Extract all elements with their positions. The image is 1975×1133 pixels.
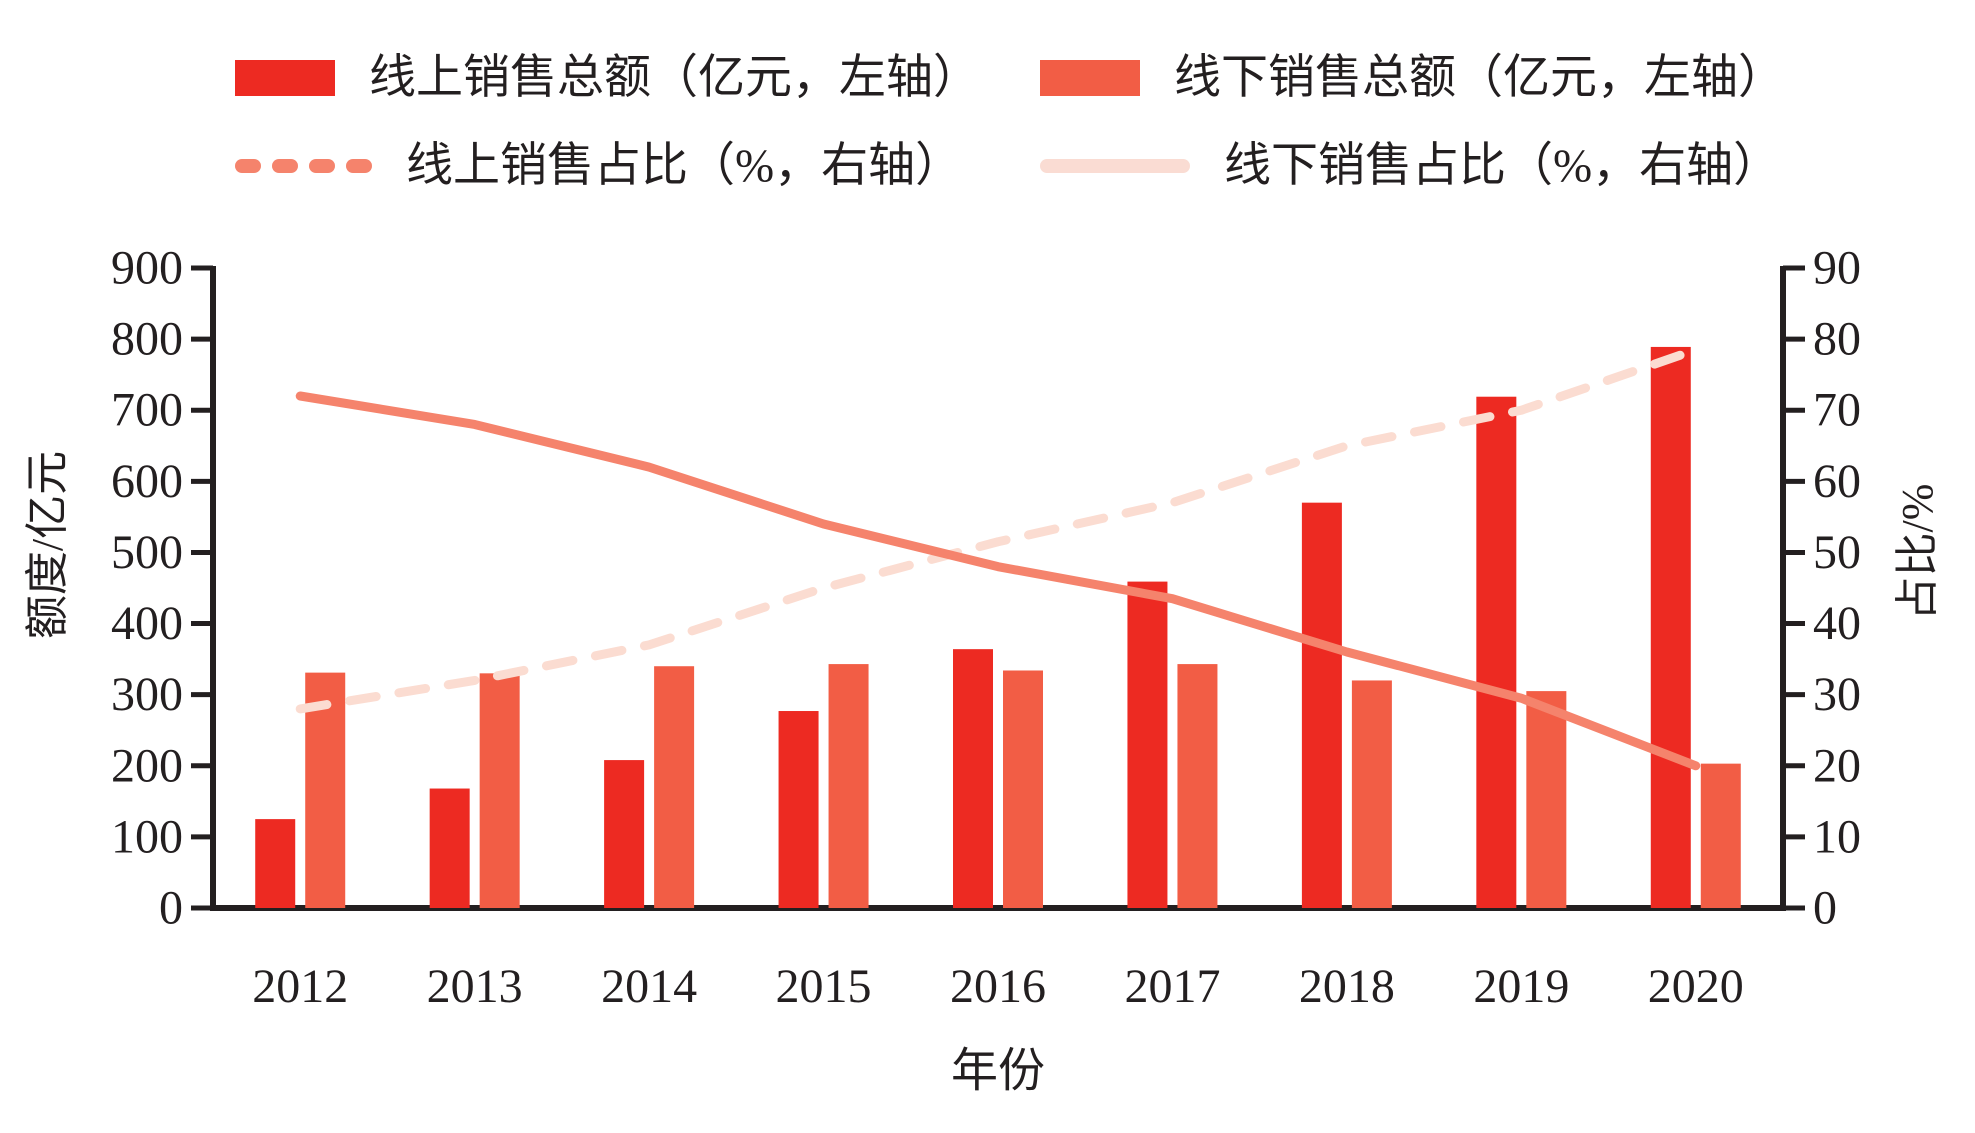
bar-online-2013 (429, 788, 470, 908)
solid-line-swatch (1040, 159, 1190, 173)
right-axis-tick-label: 50 (1813, 526, 1861, 579)
left-axis-tick-label: 0 (159, 882, 183, 935)
left-axis-title: 额度/亿元 (23, 450, 72, 640)
x-axis-category-label: 2014 (601, 960, 697, 1013)
legend-label: 线下销售占比（%，右轴） (1224, 139, 1781, 192)
left-axis-tick-label: 500 (111, 526, 183, 579)
left-axis-tick-label: 400 (111, 597, 183, 650)
x-axis-category-label: 2017 (1124, 960, 1220, 1013)
x-axis-category-label: 2018 (1299, 960, 1395, 1013)
legend-label: 线下销售总额（亿元，左轴） (1174, 51, 1785, 104)
offline-sales-bar-swatch (1040, 60, 1140, 96)
left-axis-tick-label: 700 (111, 384, 183, 437)
bar-offline-2016 (1003, 670, 1043, 908)
left-axis-tick-label: 100 (111, 810, 183, 863)
x-axis-category-label: 2013 (427, 960, 523, 1013)
x-axis-category-label: 2015 (776, 960, 872, 1013)
x-axis-title: 年份 (951, 1045, 1045, 1098)
x-axis-category-label: 2012 (252, 960, 348, 1013)
bar-offline-2020 (1700, 763, 1741, 908)
bar-online-2016 (953, 649, 993, 908)
legend-item-online-share: 线上销售占比（%，右轴） (235, 141, 962, 191)
bar-online-2015 (778, 711, 819, 908)
x-axis-category-label: 2016 (950, 960, 1046, 1013)
right-axis-tick-label: 30 (1813, 668, 1861, 721)
right-axis-title: 占比/% (1893, 483, 1942, 621)
left-axis-tick-label: 600 (111, 455, 183, 508)
line-online-share (295, 345, 1701, 714)
bar-online-2018 (1301, 502, 1342, 908)
bar-online-2014 (604, 760, 645, 908)
bar-online-2012 (255, 819, 296, 908)
right-axis-tick-label: 60 (1813, 455, 1861, 508)
left-axis-tick-label: 200 (111, 739, 183, 792)
bar-offline-2015 (828, 664, 869, 908)
right-axis-tick-label: 40 (1813, 597, 1861, 650)
dashed-line-swatch (235, 159, 372, 173)
bar-online-2019 (1476, 396, 1517, 908)
bar-offline-2013 (479, 673, 520, 908)
line-offline-share (295, 391, 1701, 771)
bar-offline-2014 (654, 666, 695, 908)
legend-item-online-sales-total: 线上销售总额（亿元，左轴） (235, 53, 980, 103)
right-axis-tick-label: 80 (1813, 313, 1861, 366)
bar-offline-2017 (1177, 664, 1218, 908)
bar-offline-2019 (1526, 691, 1567, 908)
right-axis-tick-label: 90 (1813, 242, 1861, 295)
x-axis-category-label: 2019 (1473, 960, 1569, 1013)
x-axis-category-label: 2020 (1648, 960, 1744, 1013)
bar-online-2020 (1650, 346, 1691, 908)
right-axis-tick-label: 20 (1813, 739, 1861, 792)
left-axis-tick-label: 800 (111, 313, 183, 366)
legend-label: 线上销售总额（亿元，左轴） (369, 51, 980, 104)
right-axis-tick-label: 0 (1813, 882, 1837, 935)
legend-item-offline-share: 线下销售占比（%，右轴） (1040, 141, 1780, 191)
right-axis-tick-label: 70 (1813, 384, 1861, 437)
right-axis-tick-label: 10 (1813, 810, 1861, 863)
bar-offline-2018 (1351, 680, 1392, 908)
legend-label: 线上销售占比（%，右轴） (406, 139, 963, 192)
legend-item-offline-sales-total: 线下销售总额（亿元，左轴） (1040, 53, 1785, 103)
bar-offline-2012 (305, 672, 346, 908)
left-axis-tick-label: 300 (111, 668, 183, 721)
online-sales-bar-swatch (235, 60, 335, 96)
left-axis-tick-label: 900 (111, 242, 183, 295)
bar-online-2017 (1127, 581, 1168, 908)
